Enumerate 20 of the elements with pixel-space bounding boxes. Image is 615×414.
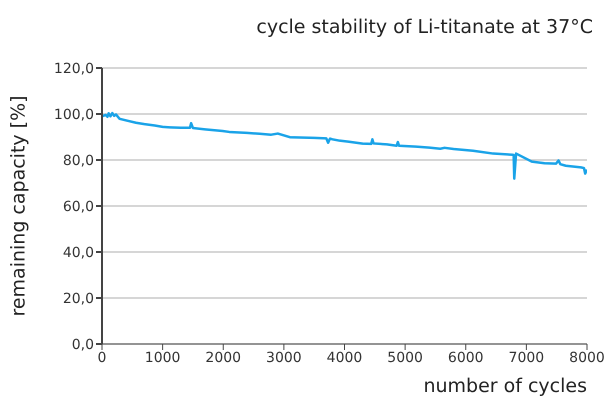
x-tick-label: 7000 — [508, 350, 544, 366]
y-tick-label: 120,0 — [54, 60, 94, 77]
x-tick-label: 3000 — [266, 350, 302, 366]
x-tick-label: 6000 — [448, 350, 484, 366]
y-tick-label: 100,0 — [54, 106, 94, 123]
y-tick-label: 20,0 — [62, 290, 94, 307]
chart-title: cycle stability of Li-titanate at 37°C — [256, 16, 593, 38]
y-tick-label: 80,0 — [62, 152, 94, 169]
y-tick-label: 0,0 — [72, 336, 94, 353]
y-tick-label: 40,0 — [62, 244, 94, 261]
x-tick-label: 8000 — [569, 350, 605, 366]
x-tick-label: 5000 — [387, 350, 423, 366]
x-tick-label: 2000 — [205, 350, 242, 366]
x-axis-title: number of cycles — [423, 375, 587, 397]
x-tick-label: 1000 — [144, 350, 180, 366]
x-tick-label: 0 — [98, 350, 106, 366]
line-series — [102, 112, 587, 180]
y-tick-label: 60,0 — [62, 198, 94, 215]
x-tick-label: 4000 — [326, 350, 362, 366]
y-axis-title: remaining capacity [%] — [8, 95, 30, 317]
